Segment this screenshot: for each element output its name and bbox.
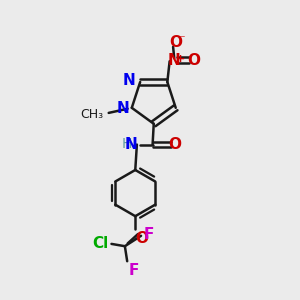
Text: F: F [144, 227, 154, 242]
Text: ⁻: ⁻ [178, 33, 184, 46]
Text: Cl: Cl [92, 236, 108, 251]
Text: +: + [176, 54, 185, 64]
Text: N: N [117, 101, 130, 116]
Text: F: F [128, 263, 139, 278]
Text: N: N [125, 137, 138, 152]
Text: H: H [122, 136, 132, 151]
Text: O: O [188, 52, 200, 68]
Text: CH₃: CH₃ [80, 108, 103, 121]
Text: O: O [169, 137, 182, 152]
Text: N: N [168, 52, 181, 68]
Text: O: O [135, 231, 148, 246]
Text: O: O [169, 35, 182, 50]
Text: N: N [122, 73, 135, 88]
